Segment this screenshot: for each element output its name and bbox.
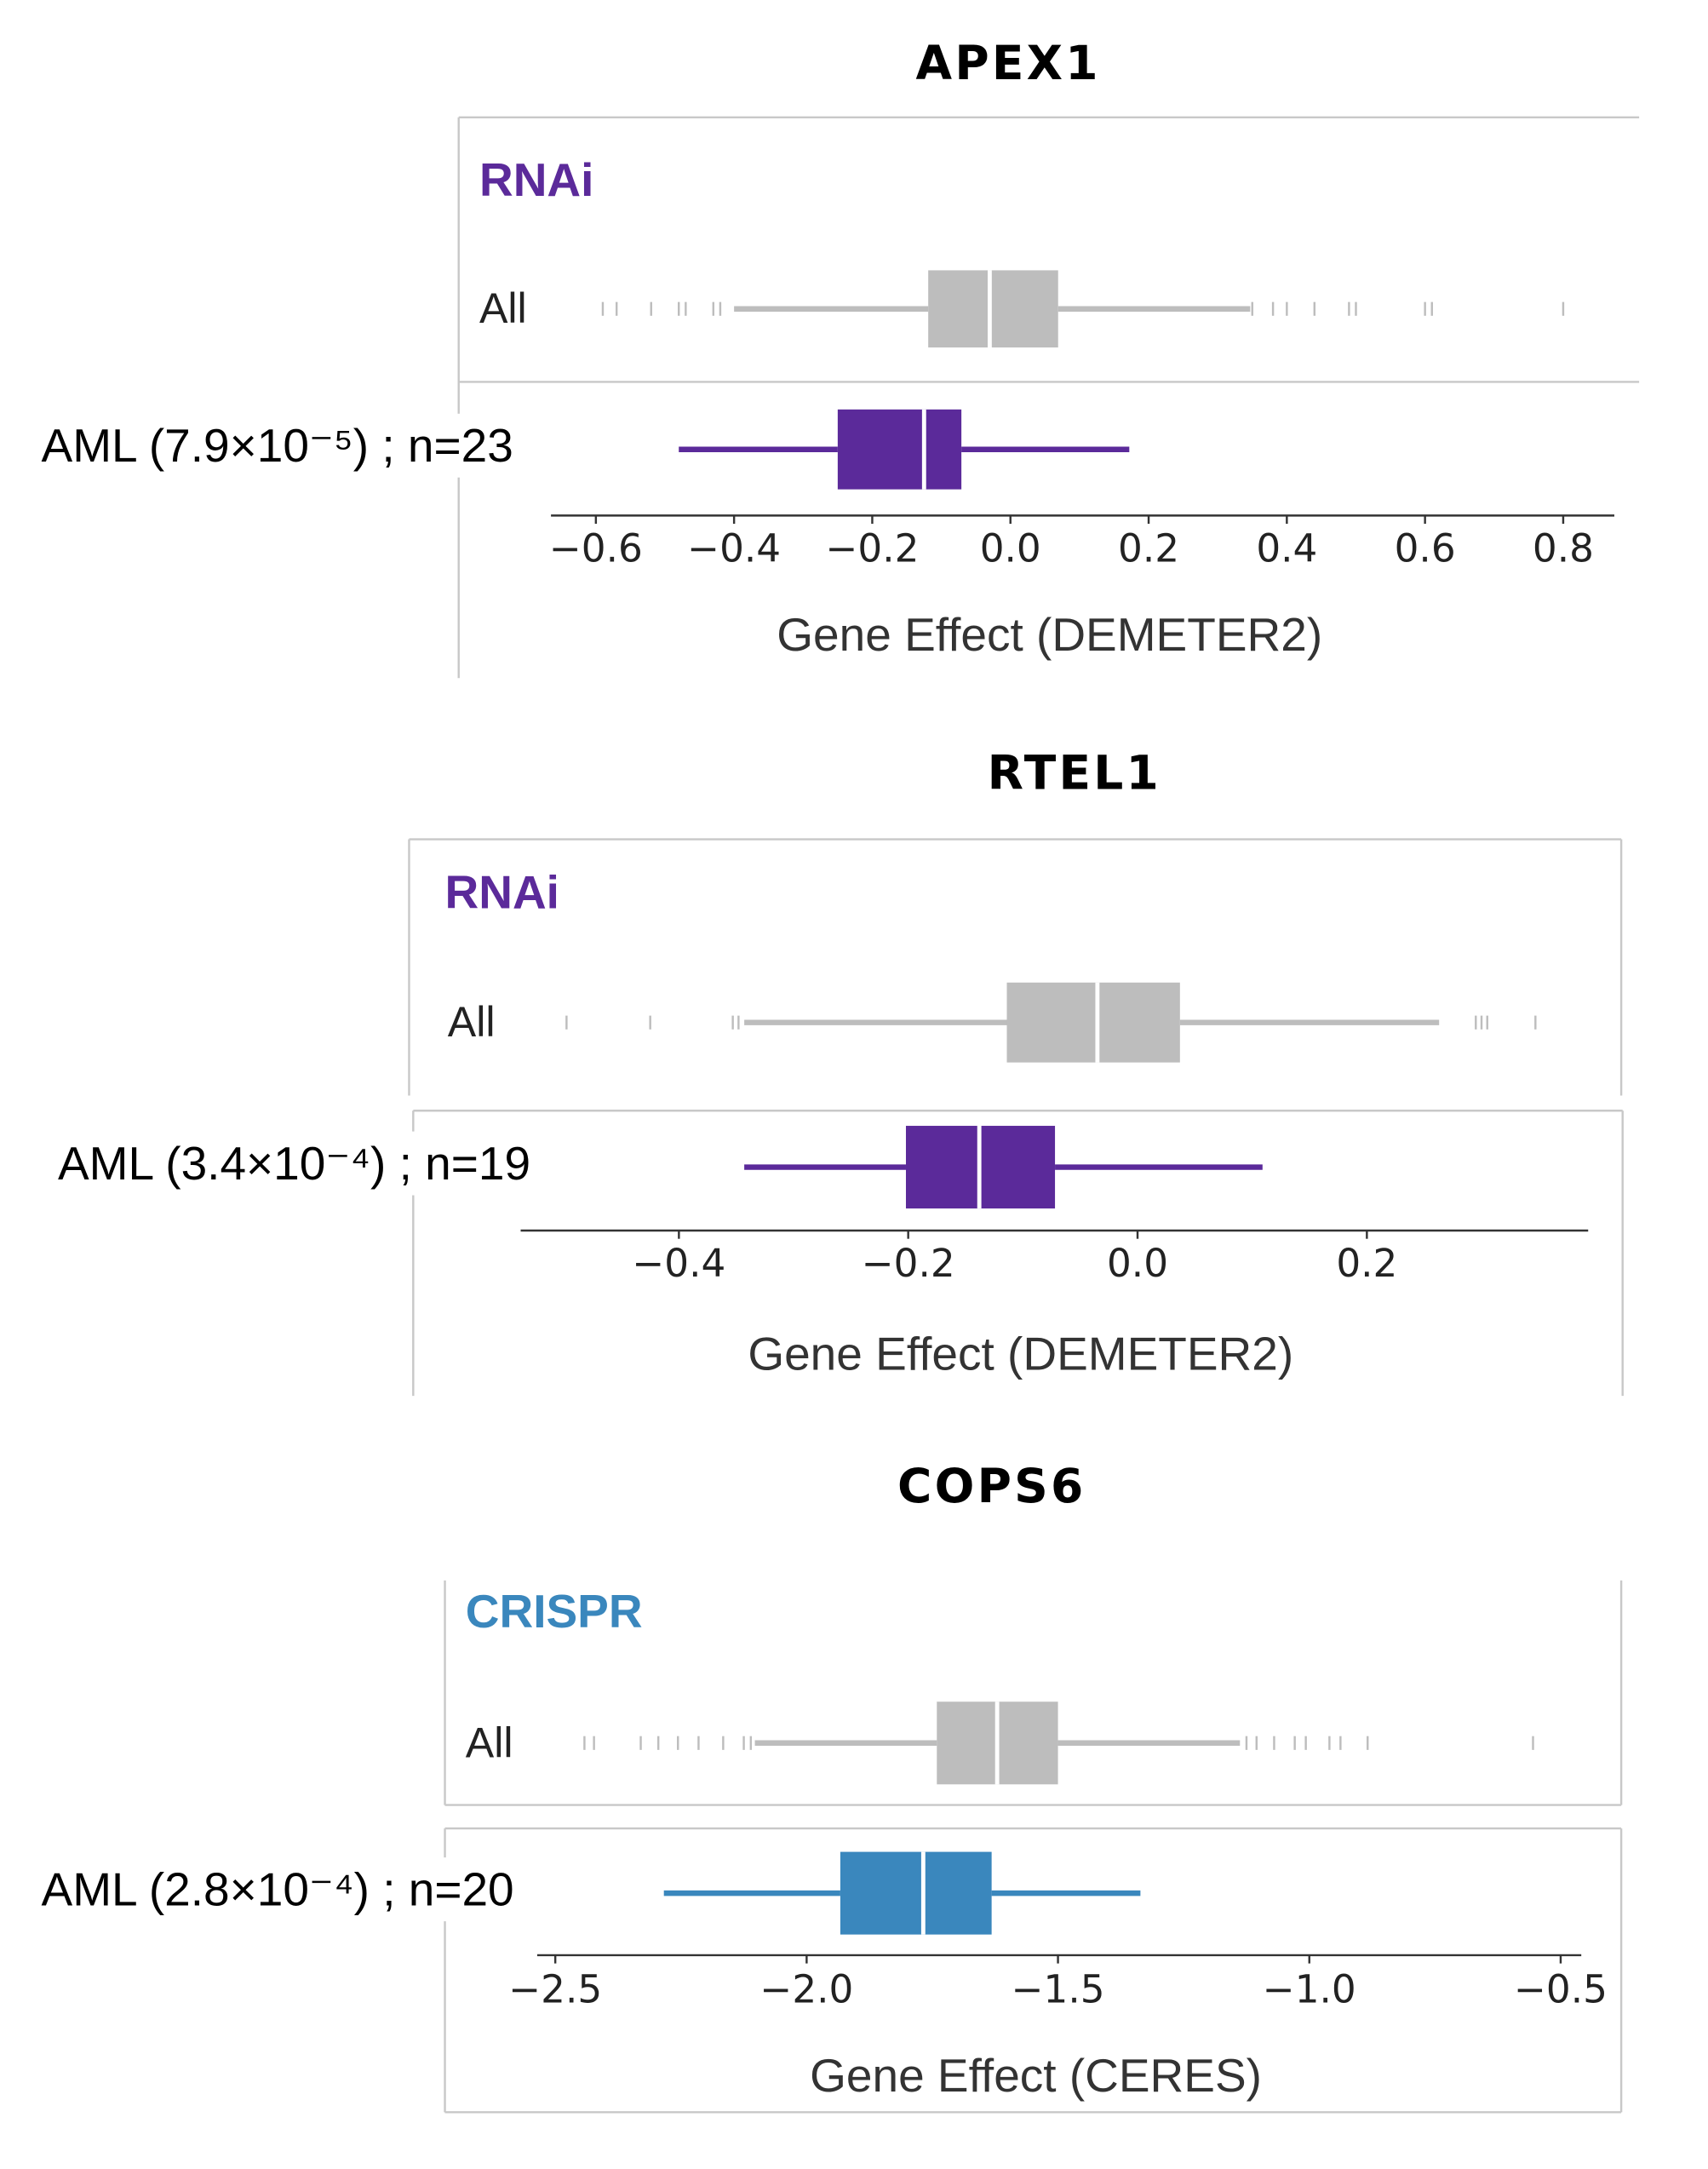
x-tick-label: −0.6 [549, 525, 643, 571]
box [1006, 982, 1180, 1063]
x-tick-label: 0.4 [1256, 525, 1317, 571]
label-background [52, 1131, 536, 1196]
x-tick-label: −0.2 [825, 525, 919, 571]
label-background [36, 413, 519, 478]
chart-title: COPS6 [897, 1459, 1086, 1513]
category-label: All [448, 998, 496, 1046]
chart-title: RTEL1 [988, 745, 1161, 800]
x-tick-label: −0.2 [862, 1241, 955, 1286]
box [840, 1851, 992, 1935]
category-label: All [466, 1719, 513, 1766]
x-tick-label: −0.5 [1514, 1967, 1608, 2012]
x-tick-label: −2.5 [508, 1967, 602, 2012]
method-label: CRISPR [466, 1585, 643, 1638]
panel: APEX1 RNAi All AML (7.9×10⁻⁵) ; n=23 −0.6 −0.… [36, 36, 1640, 679]
category-label: All [479, 284, 527, 332]
x-tick-label: 0.2 [1118, 525, 1179, 571]
x-tick-label: 0.8 [1533, 525, 1594, 571]
x-axis-label: Gene Effect (DEMETER2) [777, 608, 1322, 661]
method-label: RNAi [445, 865, 559, 918]
x-tick-label: −1.0 [1263, 1967, 1356, 2012]
x-tick-label: −1.5 [1012, 1967, 1105, 2012]
method-label: RNAi [479, 153, 593, 206]
category-label: AML (2.8×10⁻⁴) ; n=20 [42, 1863, 514, 1916]
x-tick-label: 0.0 [1107, 1241, 1168, 1286]
box [837, 409, 962, 490]
x-tick-label: 0.2 [1336, 1241, 1397, 1286]
category-label: AML (7.9×10⁻⁵) ; n=23 [42, 419, 513, 472]
x-tick-label: −0.4 [632, 1241, 725, 1286]
chart-title: APEX1 [916, 36, 1101, 90]
panel: RTEL1 RNAi All AML (3.4×10⁻⁴) ; n=19 −0.4 −0.… [52, 745, 1624, 1397]
x-axis-label: Gene Effect (CERES) [810, 2049, 1262, 2102]
category-label: AML (3.4×10⁻⁴) ; n=19 [58, 1137, 530, 1190]
panel: COPS6 CRISPR All AML (2.8×10⁻⁴) ; n=20 −2.5 −… [36, 1459, 1623, 2114]
label-background [36, 1857, 520, 1922]
x-tick-label: −2.0 [759, 1967, 853, 2012]
x-tick-label: 0.0 [980, 525, 1041, 571]
x-tick-label: −0.4 [687, 525, 781, 571]
box [928, 270, 1058, 348]
x-tick-label: 0.6 [1395, 525, 1456, 571]
x-axis-label: Gene Effect (DEMETER2) [748, 1327, 1293, 1380]
